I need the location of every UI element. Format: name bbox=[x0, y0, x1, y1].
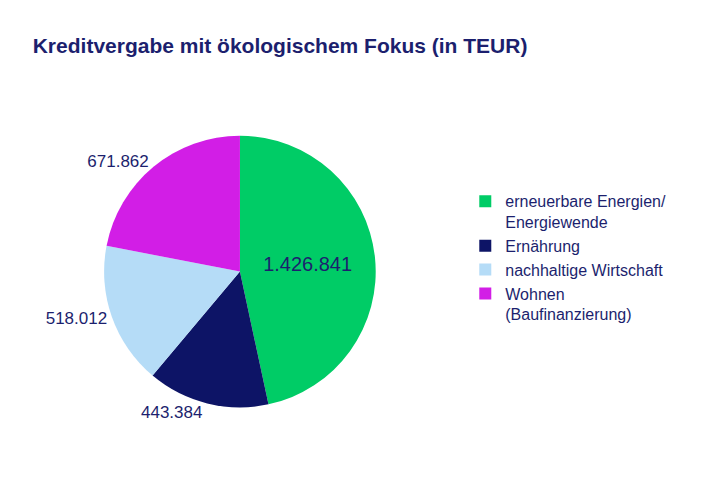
svg-text:Wohnen(Baufinanzierung): Wohnen(Baufinanzierung) bbox=[505, 286, 631, 324]
svg-text:Kreditvergabe mit ökologischem: Kreditvergabe mit ökologischem Fokus (in… bbox=[33, 34, 528, 57]
svg-text:443.384: 443.384 bbox=[141, 403, 202, 422]
svg-text:erneuerbare Energien/Energiewe: erneuerbare Energien/Energiewende bbox=[505, 193, 666, 231]
svg-text:nachhaltige Wirtschaft: nachhaltige Wirtschaft bbox=[505, 262, 663, 279]
svg-text:671.862: 671.862 bbox=[87, 152, 148, 171]
svg-text:1.426.841: 1.426.841 bbox=[263, 253, 352, 275]
svg-text:518.012: 518.012 bbox=[46, 309, 107, 328]
svg-text:Ernährung: Ernährung bbox=[505, 238, 580, 255]
